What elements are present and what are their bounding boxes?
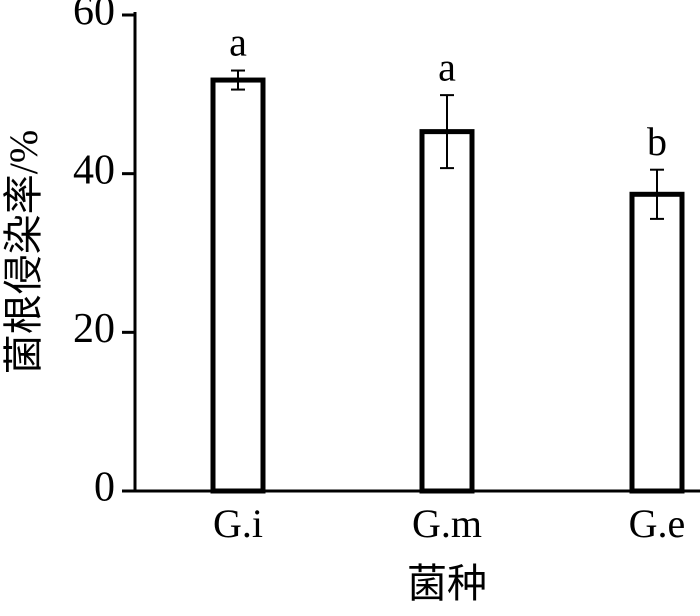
y-tick-label: 0 (94, 465, 115, 511)
significance-letter: a (438, 44, 456, 89)
y-axis-label: 菌根侵染率/% (1, 130, 46, 374)
error-bar (231, 69, 245, 91)
bar (210, 77, 266, 494)
y-tick-label: 60 (73, 0, 115, 35)
x-tick-label: G.e (629, 501, 686, 546)
error-bar (650, 168, 664, 220)
significance-letter: b (647, 119, 667, 164)
y-tick-label: 20 (73, 306, 115, 352)
x-tick-label: G.m (412, 501, 482, 546)
x-axis-label: 菌种 (407, 561, 487, 606)
x-tick-label: G.i (213, 501, 263, 546)
bar (419, 129, 475, 494)
bar (629, 191, 685, 494)
error-bar (440, 94, 454, 170)
significance-letter: a (229, 20, 247, 65)
y-tick-label: 40 (73, 147, 115, 193)
